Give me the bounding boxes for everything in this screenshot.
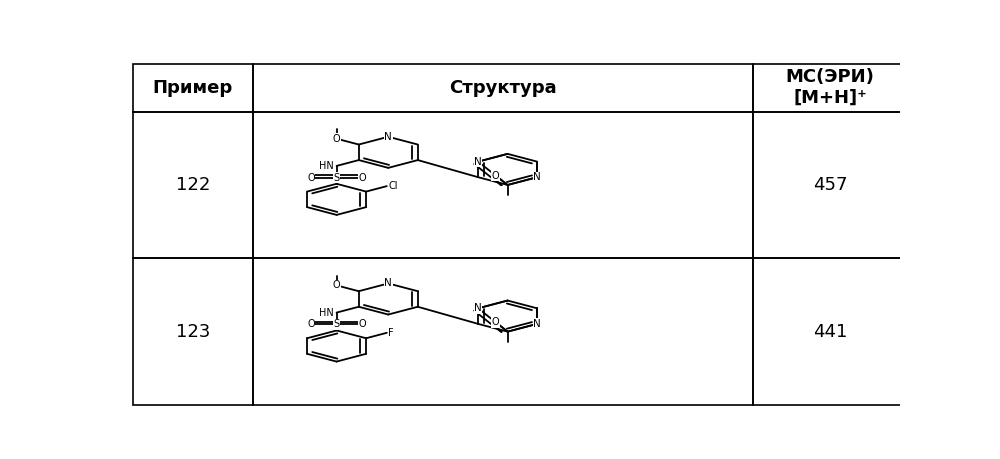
Text: МС(ЭРИ)
[M+H]⁺: МС(ЭРИ) [M+H]⁺ <box>786 68 875 107</box>
Text: 441: 441 <box>813 323 847 341</box>
Text: O: O <box>358 319 366 329</box>
Text: O: O <box>307 319 315 329</box>
Text: N: N <box>533 319 541 329</box>
Text: N: N <box>384 132 392 142</box>
Text: N: N <box>533 172 541 182</box>
Text: O: O <box>492 171 499 180</box>
Text: Cl: Cl <box>388 181 398 191</box>
Bar <box>253 64 753 112</box>
Bar <box>753 112 908 258</box>
Text: 123: 123 <box>176 323 210 341</box>
Text: N: N <box>474 303 482 313</box>
Bar <box>253 258 753 405</box>
Bar <box>133 64 253 112</box>
Text: 457: 457 <box>813 176 848 194</box>
Text: Структура: Структура <box>449 79 557 97</box>
Bar <box>133 258 253 405</box>
Text: S: S <box>334 319 340 329</box>
Bar <box>753 258 908 405</box>
Bar <box>253 112 753 258</box>
Text: O: O <box>358 173 366 183</box>
Bar <box>753 64 908 112</box>
Text: 122: 122 <box>176 176 210 194</box>
Text: N: N <box>474 157 482 167</box>
Text: N: N <box>384 279 392 288</box>
Text: HN: HN <box>319 161 334 171</box>
Text: O: O <box>333 280 340 291</box>
Text: O: O <box>333 134 340 144</box>
Text: F: F <box>388 328 394 338</box>
Text: HN: HN <box>319 308 334 318</box>
Text: O: O <box>307 173 315 183</box>
Bar <box>133 112 253 258</box>
Text: Пример: Пример <box>153 79 233 97</box>
Text: S: S <box>334 173 340 183</box>
Text: O: O <box>492 317 499 327</box>
